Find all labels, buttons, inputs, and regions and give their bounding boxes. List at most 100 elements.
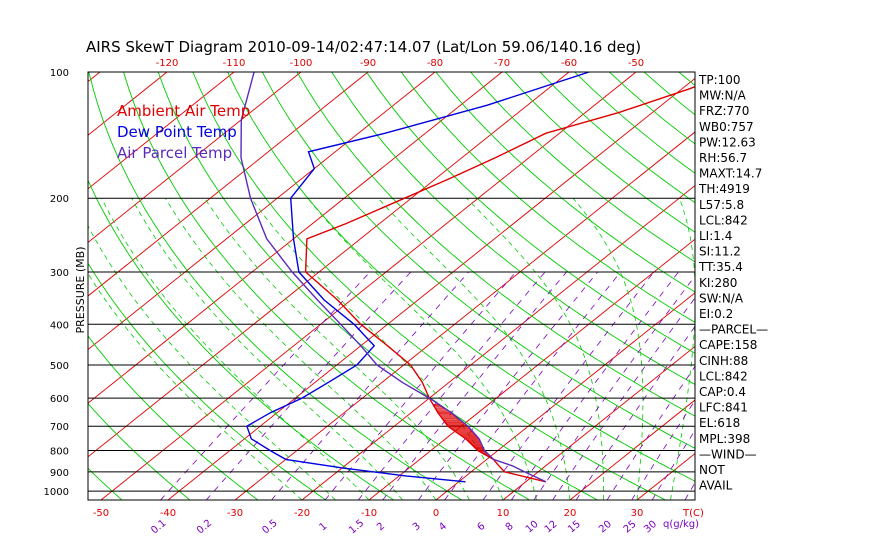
index-label: NOT (699, 463, 725, 477)
mixing-ratio-tick-label: 15 (566, 519, 583, 536)
dry-adiabat-line (88, 262, 327, 500)
bottom-temp-tick-label: -10 (361, 508, 377, 519)
top-temp-tick-label: -70 (494, 58, 510, 69)
index-label: CAPE:158 (699, 338, 757, 352)
isotherm-line (100, 72, 637, 500)
legend-entry: Ambient Air Temp (117, 102, 250, 120)
moist-adiabat-line (101, 198, 370, 500)
index-label: PW:12.63 (699, 135, 756, 149)
moist-adiabat-line (88, 272, 303, 500)
index-label: TP:100 (698, 73, 741, 87)
isotherm-line (301, 185, 695, 500)
isotherm-line (88, 72, 302, 243)
dew-point-temp-line (246, 72, 590, 483)
isotherm-line (0, 72, 33, 500)
mixing-ratio-tick-label: 20 (597, 519, 614, 536)
mixing-ratio-tick-label: 4 (437, 521, 449, 534)
index-label: RH:56.7 (699, 151, 747, 165)
mixing-ratio-line (271, 271, 469, 500)
dry-adiabat-line (227, 72, 695, 482)
pressure-tick-label: 800 (50, 447, 69, 458)
index-label: CAP:0.4 (699, 385, 746, 399)
dry-adiabat-line (400, 72, 695, 323)
mixing-ratio-line (482, 271, 655, 500)
index-label: MAXT:14.7 (699, 167, 762, 181)
mixing-ratio-line (631, 399, 695, 500)
mixing-ratio-ticks: 0.1 0.2 0.5 1 1.5 2 3 4 6 8 10 12 15 20 25 30 q(g/kg) (149, 518, 699, 537)
isotherm-line (569, 399, 695, 500)
index-label: EI:0.2 (699, 307, 733, 321)
dry-adiabat-line (88, 335, 259, 500)
bottom-temp-tick-label: 30 (631, 508, 644, 519)
moist-adiabat-line (88, 225, 336, 500)
pressure-tick-label: 500 (50, 361, 69, 372)
mixing-ratio-tick-label: 10 (524, 519, 541, 536)
isotherm-line (234, 131, 695, 500)
y-axis-label: PRESSURE (MB) (74, 247, 87, 334)
moist-adiabat-line (466, 197, 604, 500)
index-label: TT:35.4 (698, 260, 743, 274)
mixing-ratio-tick-label: 3 (411, 521, 423, 534)
dry-adiabat-line (192, 72, 666, 500)
top-temp-tick-label: -60 (561, 58, 577, 69)
bottom-temperature-ticks: -50 -40 -30 -20 -10 0 10 20 30 T(C) (93, 508, 704, 519)
moist-adiabat-line (165, 197, 437, 500)
isotherm-line (771, 72, 870, 500)
pressure-tick-label: 1000 (44, 487, 69, 498)
top-temp-tick-label: -100 (290, 58, 313, 69)
isotherm-line (88, 72, 570, 458)
dry-adiabat-line (331, 72, 695, 385)
pressure-tick-label: 200 (50, 194, 69, 205)
dry-adiabat-line (748, 72, 870, 500)
mixing-ratio-tick-label: 1 (318, 521, 330, 534)
legend: Ambient Air Temp Dew Point Temp Air Parcel… (117, 102, 250, 162)
dry-adiabat-line (643, 72, 695, 116)
dry-adiabat-line (261, 72, 695, 449)
dry-adiabat-line (88, 72, 462, 500)
legend-entry: Air Parcel Temp (117, 144, 232, 162)
index-label: LCL:842 (699, 369, 748, 383)
bottom-temp-tick-label: -30 (227, 508, 243, 519)
index-label: SW:N/A (699, 291, 744, 305)
isotherm-line (435, 292, 695, 500)
mixing-ratio-line (651, 429, 695, 500)
top-temp-tick-label: -80 (427, 58, 443, 69)
index-label: FRZ:770 (699, 104, 749, 118)
plot-frame (87, 71, 696, 501)
top-temp-tick-label: -90 (360, 58, 376, 69)
isotherm-line (88, 72, 369, 297)
mixing-ratio-line (205, 271, 412, 500)
top-temp-tick-label: -120 (156, 58, 179, 69)
dry-adiabat-line (88, 467, 123, 500)
bottom-temp-tick-label: 0 (433, 508, 439, 519)
bottom-unit-label: T(C) (682, 508, 704, 519)
pressure-tick-label: 900 (50, 468, 69, 479)
mixing-ratio-line (324, 271, 517, 500)
index-label: —PARCEL— (699, 323, 768, 337)
dry-adiabat-line (296, 72, 695, 417)
index-label: LCL:842 (699, 213, 748, 227)
mixing-ratio-tick-label: 0.5 (260, 518, 279, 537)
mixing-ratio-line (418, 271, 599, 500)
mixing-ratio-line (444, 271, 621, 500)
ambient-air-temp-line (304, 86, 695, 483)
mixing-ratio-tick-label: 30 (642, 519, 659, 536)
pressure-tick-label: 100 (50, 68, 69, 79)
bottom-temp-tick-label: -20 (294, 508, 310, 519)
plot-border (87, 71, 696, 501)
cape-area (432, 403, 495, 461)
mixing-ratio-line (533, 275, 695, 500)
mixing-ratio-tick-label: 0.2 (195, 518, 214, 537)
index-label: TH:4919 (698, 182, 750, 196)
legend-entry: Dew Point Temp (117, 123, 237, 141)
index-label: EL:618 (699, 416, 740, 430)
index-label: AVAIL (699, 479, 733, 493)
dry-adiabat-line (470, 72, 695, 263)
mixing-ratio-tick-label: 6 (476, 521, 488, 534)
top-temp-tick-label: -50 (628, 58, 644, 69)
top-temperature-ticks: -120 -110 -100 -90 -80 -70 -60 -50 (156, 58, 645, 69)
pressure-tick-label: 400 (50, 320, 69, 331)
mixing-ratio-tick-label: 8 (504, 521, 516, 534)
